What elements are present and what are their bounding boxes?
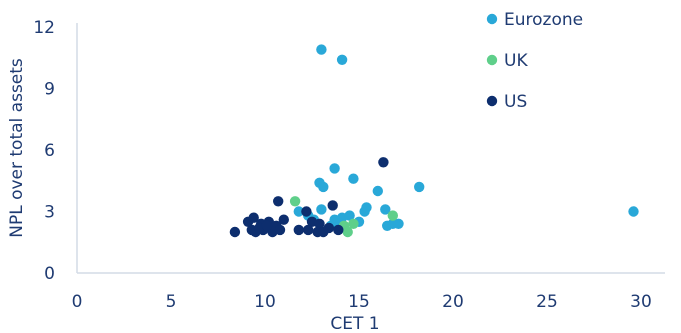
y-tick-label: 3	[44, 203, 55, 223]
data-point-us	[314, 218, 325, 229]
data-point-uk	[348, 218, 359, 229]
data-point-us	[333, 224, 344, 236]
x-tick-label: 20	[442, 292, 464, 312]
data-point-uk	[342, 226, 353, 238]
legend-marker-uk	[486, 54, 498, 66]
data-point-eurozone	[372, 185, 383, 197]
legend-label-uk: UK	[504, 51, 528, 71]
data-point-us	[318, 226, 329, 238]
x-tick-label: 30	[630, 292, 652, 312]
data-point-eurozone	[361, 202, 372, 213]
data-points	[229, 44, 639, 238]
x-tick-label: 25	[536, 292, 558, 312]
legend-marker-us	[486, 95, 498, 107]
axes	[76, 23, 665, 274]
data-point-eurozone	[414, 181, 425, 193]
data-point-us	[261, 220, 273, 231]
legend: Eurozone UK US	[486, 10, 583, 112]
tick-labels: 0 5 10 15 20 25 30 0 3 6 9 12	[33, 18, 651, 312]
data-point-us	[274, 224, 286, 236]
data-point-eurozone	[293, 206, 304, 217]
x-tick-label: 0	[72, 292, 83, 312]
x-tick-label: 5	[166, 292, 177, 312]
data-point-eurozone	[316, 204, 327, 215]
data-point-eurozone	[348, 173, 359, 184]
data-point-eurozone	[316, 44, 327, 55]
data-point-eurozone	[393, 218, 404, 229]
y-tick-label: 9	[44, 80, 55, 100]
y-tick-label: 12	[33, 18, 55, 38]
x-tick-label: 15	[348, 292, 370, 312]
data-point-us	[327, 200, 338, 211]
data-point-eurozone	[628, 206, 639, 217]
data-point-us	[301, 206, 312, 217]
y-tick-label: 0	[44, 264, 55, 284]
data-point-eurozone	[336, 54, 348, 65]
x-axis-title: CET 1	[330, 314, 379, 333]
data-point-eurozone	[380, 204, 391, 215]
data-point-us	[293, 224, 304, 236]
data-point-us	[378, 157, 389, 168]
y-axis-title: NPL over total assets	[7, 58, 27, 238]
data-point-us	[229, 226, 241, 238]
data-point-eurozone	[318, 181, 329, 193]
legend-label-eurozone: Eurozone	[504, 10, 583, 30]
legend-label-us: US	[504, 92, 527, 112]
legend-marker-eurozone	[486, 13, 498, 25]
y-tick-label: 6	[44, 141, 55, 161]
x-tick-label: 10	[254, 292, 276, 312]
data-point-us	[248, 212, 259, 223]
data-point-eurozone	[344, 210, 355, 221]
data-point-uk	[387, 210, 398, 221]
data-point-us	[273, 196, 284, 207]
data-point-eurozone	[329, 163, 340, 174]
data-point-us	[303, 224, 314, 236]
data-point-uk	[289, 196, 301, 207]
data-point-us	[278, 214, 289, 225]
